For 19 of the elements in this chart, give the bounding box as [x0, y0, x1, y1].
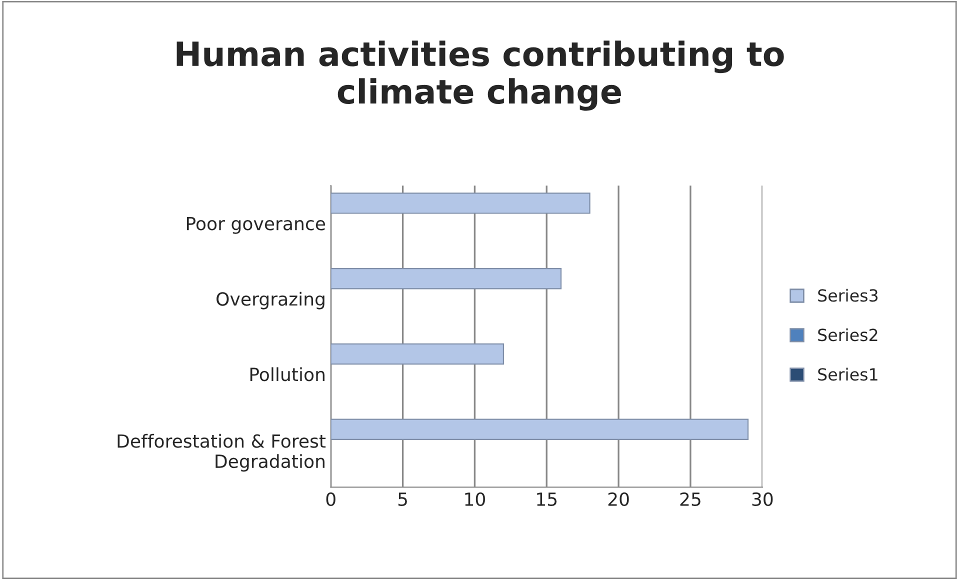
- y-tick-label: Poor goverance: [187, 216, 326, 234]
- y-tick-label: Pollution: [250, 367, 324, 382]
- bar: [330, 192, 590, 214]
- y-tick-label: Defforestation & Forest Degradation: [118, 434, 326, 472]
- x-tick-label: 15: [537, 492, 557, 506]
- legend-label: Series3: [818, 288, 878, 302]
- x-tick-label: 25: [680, 492, 700, 506]
- legend-label: Series2: [818, 328, 878, 342]
- x-tick-label: 0: [326, 492, 336, 506]
- x-tick-label: 30: [752, 492, 773, 506]
- bar: [330, 418, 749, 440]
- legend-label: Series1: [818, 368, 878, 381]
- x-tick-label: 5: [398, 492, 407, 506]
- x-tick-label: 10: [465, 492, 485, 506]
- y-tick-label: Overgrazing: [216, 292, 324, 310]
- x-tick-label: 20: [608, 492, 629, 506]
- bar: [330, 268, 562, 290]
- bar: [330, 343, 504, 365]
- chart-title: Human activities contributing to climate change: [176, 40, 784, 111]
